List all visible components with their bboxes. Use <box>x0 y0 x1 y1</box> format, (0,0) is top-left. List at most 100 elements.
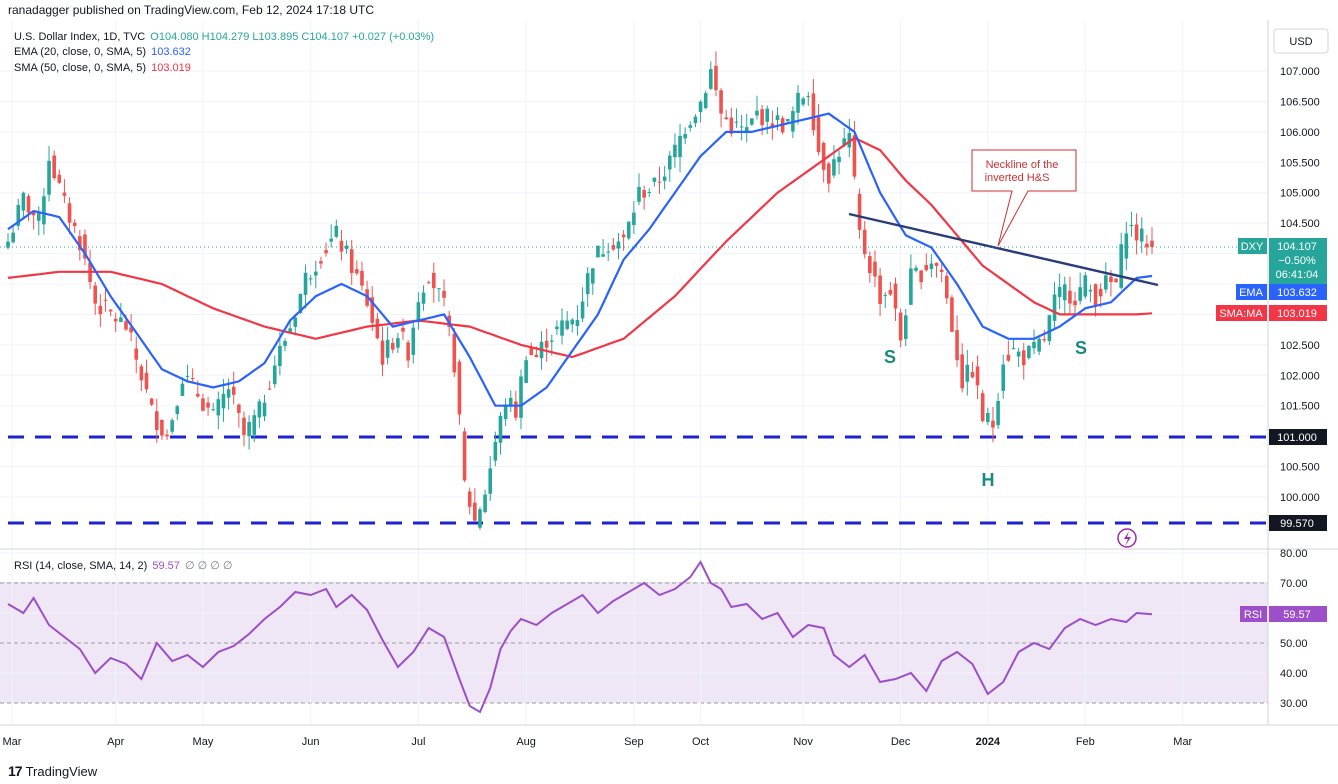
event-flag-icon[interactable] <box>1117 528 1137 548</box>
candle-body <box>72 222 77 226</box>
candle-body <box>570 319 575 325</box>
dxy-tag-change: −0.50% <box>1278 255 1316 267</box>
candle-body <box>401 327 405 332</box>
candle-body <box>611 245 616 250</box>
candle-body <box>26 196 31 213</box>
candle-body <box>160 420 164 436</box>
candle-body <box>180 383 185 396</box>
candle-body <box>1083 275 1088 297</box>
price-tick-label: 100.500 <box>1280 462 1320 474</box>
candle-body <box>396 338 400 348</box>
candle-body <box>1042 339 1047 341</box>
candle-body <box>129 327 133 333</box>
legend-sma-row[interactable]: SMA (50, close, 0, SMA, 5) 103.019 <box>14 62 191 74</box>
candle-body <box>637 186 641 202</box>
candle-body <box>426 282 431 284</box>
candle-body <box>709 69 713 89</box>
candle-body <box>960 354 964 389</box>
candle-body <box>852 135 857 177</box>
sma-price-tag[interactable]: SMA:MA 103.019 <box>1216 305 1327 321</box>
candle-body <box>493 441 498 461</box>
candle-body <box>1088 289 1093 292</box>
month-label: Mar <box>1173 736 1192 748</box>
support-tag-101[interactable]: 101.000 <box>1269 429 1327 445</box>
neckline-trendline[interactable] <box>848 212 1159 287</box>
support-tag-99570[interactable]: 99.570 <box>1269 515 1327 531</box>
candle-body <box>821 142 826 170</box>
candle-body <box>939 269 944 272</box>
rsi-tick-label: 50.00 <box>1280 638 1308 650</box>
candle-body <box>1068 290 1072 304</box>
legend-sma-value: 103.019 <box>151 62 191 74</box>
candle-body <box>898 312 903 341</box>
callout-line-2: inverted H&S <box>985 172 1050 184</box>
candle-body <box>816 117 821 153</box>
candle-body <box>267 388 272 390</box>
candle-body <box>406 342 410 361</box>
candle-body <box>775 115 780 121</box>
candle-body <box>996 400 1000 426</box>
ema-price-tag[interactable]: EMA 103.632 <box>1236 284 1327 300</box>
candle-body <box>314 271 318 276</box>
candle-body <box>1006 354 1011 361</box>
candle-body <box>262 402 267 417</box>
candle-body <box>1032 341 1036 349</box>
candle-body <box>329 238 333 242</box>
price-tick-label: 102.500 <box>1280 340 1320 352</box>
candle-body <box>252 415 257 435</box>
candle-body <box>185 375 190 377</box>
candle-body <box>765 108 770 122</box>
candle-body <box>519 376 523 418</box>
price-tick-label: 105.500 <box>1280 157 1320 169</box>
candle-body <box>298 293 303 313</box>
legend-symbol-row[interactable]: U.S. Dollar Index, 1D, TVC O104.080 H104… <box>14 31 434 43</box>
candle-body <box>744 127 749 132</box>
candle-body <box>390 343 395 350</box>
candle-body <box>760 109 764 126</box>
chart-area[interactable]: Neckline of the inverted H&S S H S 107.0… <box>0 20 1338 760</box>
rsi-value-tag[interactable]: RSI 59.57 <box>1240 606 1327 622</box>
candle-body <box>78 236 82 251</box>
candle-body <box>1073 300 1077 306</box>
dxy-price-tag[interactable]: DXY 104.107 −0.50% 06:41:04 <box>1238 238 1327 284</box>
rsi-line[interactable] <box>7 560 1153 714</box>
dxy-tag-name: DXY <box>1241 241 1264 253</box>
legend-ema-row[interactable]: EMA (20, close, 0, SMA, 5) 103.632 <box>14 46 191 58</box>
candle-body <box>878 275 882 304</box>
candle-body <box>308 278 313 280</box>
time-grid <box>11 20 1184 725</box>
candle-body <box>339 240 344 252</box>
candle-body <box>944 275 949 299</box>
candle-body <box>893 283 898 309</box>
legend-rsi-value: 59.57 <box>152 560 180 572</box>
price-tick-label: 104.500 <box>1280 218 1320 230</box>
right-shoulder-label: S <box>1075 338 1087 358</box>
ema20-line[interactable] <box>7 112 1153 407</box>
candle-body <box>770 123 775 128</box>
candle-body <box>591 268 595 284</box>
legend-rsi-row[interactable]: RSI (14, close, SMA, 14, 2) 59.57 ∅ ∅ ∅ … <box>14 559 232 572</box>
candle-body <box>293 317 298 327</box>
candle-body <box>1139 228 1144 242</box>
candle-body <box>514 401 518 418</box>
candle-body <box>375 318 380 339</box>
tradingview-brand[interactable]: 17 TradingView <box>8 763 97 779</box>
candle-body <box>862 229 867 254</box>
legend-sma-label: SMA (50, close, 0, SMA, 5) <box>14 62 147 74</box>
candle-body <box>750 118 754 125</box>
candle-body <box>585 273 590 295</box>
candle-body <box>457 361 462 415</box>
candle-body <box>154 411 159 431</box>
candle-body <box>626 221 631 239</box>
currency-button[interactable]: USD <box>1273 28 1329 54</box>
candle-body <box>847 133 852 148</box>
rsi-tick-label: 70.00 <box>1280 578 1308 590</box>
neckline-callout[interactable]: Neckline of the inverted H&S <box>971 149 1077 247</box>
month-label: Aug <box>516 736 536 748</box>
candle-body <box>452 333 457 373</box>
price-tick-label: 105.000 <box>1280 188 1320 200</box>
price-tick-label: 107.000 <box>1280 66 1320 78</box>
candle-body <box>729 117 734 134</box>
time-axis[interactable]: Mar Apr May Jun Jul Aug Sep Oct Nov Dec 2024 Feb Mar <box>3 736 1193 748</box>
